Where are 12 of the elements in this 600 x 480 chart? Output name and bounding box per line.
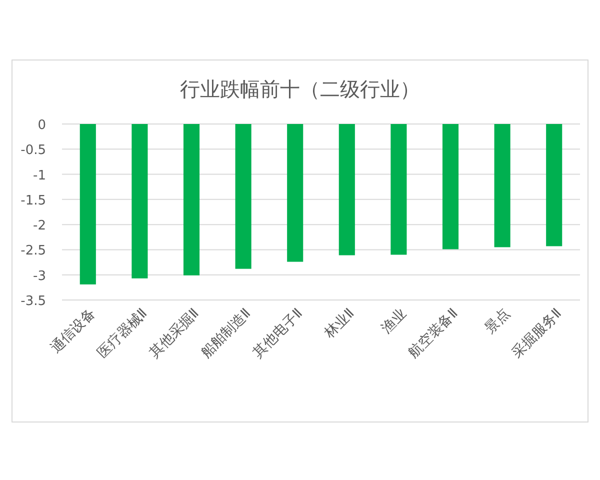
y-tick-label: -1.5 [20,193,46,208]
y-tick-label: -2.5 [20,244,46,259]
y-tick-label: 0 [38,118,46,133]
y-tick-label: -0.5 [20,143,46,158]
y-tick-label: -3 [33,268,46,284]
x-tick-label: 其他电子Ⅱ [250,306,306,362]
chart-title: 行业跌幅前十（二级行业） [180,77,420,101]
y-tick-label: -2 [33,218,46,234]
x-tick-label: 林业Ⅱ [321,306,358,342]
y-tick-label: -3.5 [20,294,46,309]
x-tick-label: 其他采掘Ⅱ [146,306,202,362]
y-tick-label: -1 [33,168,46,184]
